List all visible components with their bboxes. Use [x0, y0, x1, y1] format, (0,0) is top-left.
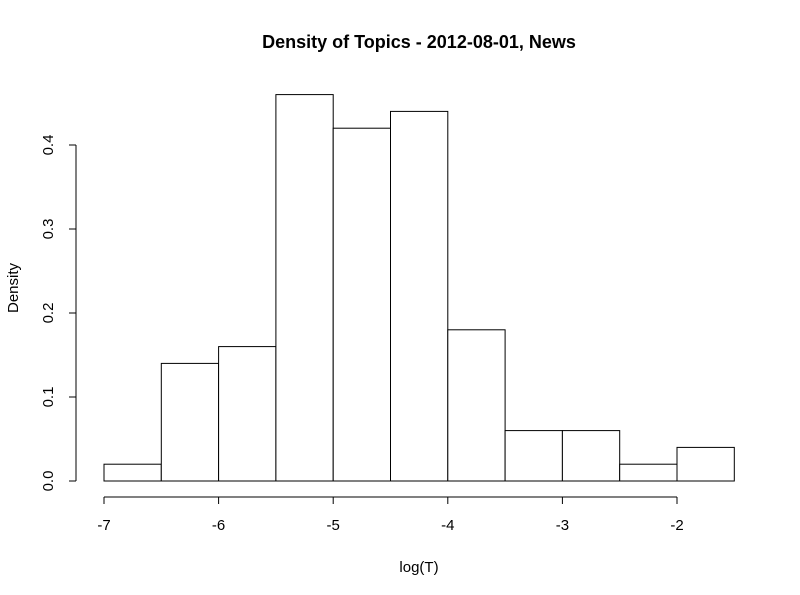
- y-tick-label-4: 0.4: [40, 135, 57, 156]
- x-tick-label-4: -3: [556, 517, 569, 534]
- y-tick-label-0: 0.0: [40, 471, 57, 492]
- y-tick-label-2: 0.2: [40, 303, 57, 324]
- x-tick-label-5: -2: [670, 517, 683, 534]
- histogram-bar-7: [504, 430, 563, 482]
- histogram-bar-9: [619, 463, 678, 482]
- x-axis: -7 -6 -5 -4 -3 -2: [97, 496, 684, 534]
- y-tick-label-3: 0.3: [40, 219, 57, 240]
- x-axis-label: log(T): [399, 559, 438, 576]
- histogram-bar-1: [160, 362, 220, 482]
- chart-title: Density of Topics - 2012-08-01, News: [262, 32, 576, 52]
- histogram-bar-0: [103, 463, 162, 482]
- x-tick-label-3: -4: [441, 517, 454, 534]
- y-axis: 0.0 0.1 0.2 0.3 0.4: [40, 135, 77, 492]
- histogram-bar-10: [676, 446, 735, 482]
- bars-group: [103, 94, 735, 482]
- histogram-bar-6: [447, 329, 506, 482]
- x-tick-label-0: -7: [97, 517, 110, 534]
- x-tick-label-2: -5: [327, 517, 340, 534]
- histogram-bar-5: [390, 110, 449, 482]
- y-axis-label: Density: [5, 262, 22, 313]
- histogram-bar-4: [332, 127, 392, 482]
- y-tick-label-1: 0.1: [40, 387, 57, 408]
- histogram-bar-3: [275, 94, 334, 482]
- histogram-bar-8: [561, 430, 621, 482]
- histogram-bar-2: [218, 346, 277, 482]
- x-tick-label-1: -6: [212, 517, 225, 534]
